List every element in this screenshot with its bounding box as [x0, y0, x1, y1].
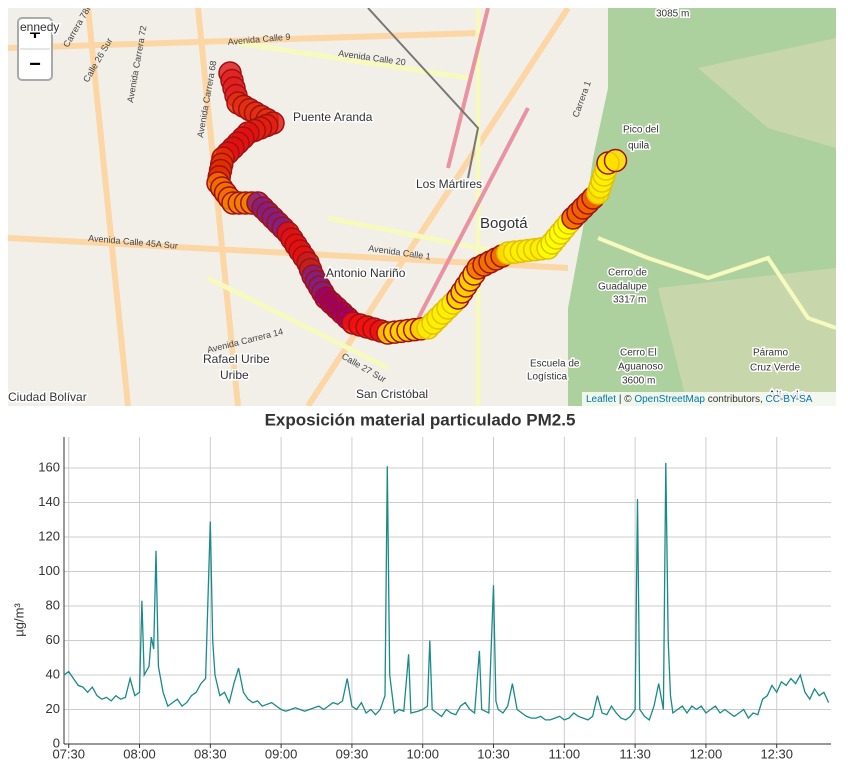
y-tick-label: 60: [46, 632, 60, 647]
chart-title: Exposición material particulado PM2.5: [265, 410, 576, 429]
chart: Exposición material particulado PM2.5 µg…: [11, 410, 831, 761]
place-label: 3600 m: [622, 376, 655, 387]
place-label: Páramo: [753, 348, 788, 359]
highway: [446, 8, 490, 169]
place-label: Escuela de: [530, 359, 580, 370]
zoom-control: + −: [17, 17, 53, 81]
x-tick-label: 11:30: [619, 746, 651, 761]
place-label: 3085 m: [656, 9, 689, 20]
x-tick-label: 10:30: [477, 746, 510, 761]
y-tick-label: 100: [38, 563, 60, 578]
place-label: Guadalupe: [598, 282, 647, 293]
road: [8, 30, 479, 51]
x-tick-label: 09:30: [336, 746, 369, 761]
place-label: Aguanoso: [618, 362, 663, 373]
road: [237, 40, 469, 81]
highway: [406, 107, 530, 339]
attribution-link[interactable]: Leaflet: [586, 394, 616, 405]
y-tick-label: 20: [46, 701, 60, 716]
x-tick-label: 07:30: [52, 746, 85, 761]
x-tick-label: 12:30: [760, 746, 793, 761]
place-label: Uribe: [220, 368, 249, 382]
attribution-box: [582, 392, 836, 406]
y-tick-label: 120: [38, 528, 60, 543]
y-tick-label: 80: [46, 597, 60, 612]
place-label: Rafael Uribe: [203, 352, 270, 366]
place-label: Cerro El: [620, 348, 657, 359]
x-tick-label: 10:00: [406, 746, 439, 761]
place-label: ennedy: [20, 20, 59, 34]
road: [305, 8, 571, 406]
map: + − ennedy Puente Aranda Los Mártires Bogot…: [8, 8, 836, 406]
x-tick-label: 11:00: [549, 746, 581, 761]
attribution-text: contributors,: [708, 394, 763, 405]
x-tick-label: 08:00: [123, 746, 156, 761]
place-label: Pico del: [623, 125, 659, 136]
railway: [367, 8, 480, 179]
x-tick-label: 08:30: [194, 746, 227, 761]
place-label: 3317 m: [613, 295, 646, 306]
place-label: Cerro de: [608, 268, 647, 279]
route: [206, 61, 628, 345]
zoom-out[interactable]: −: [29, 53, 41, 75]
y-tick-label: 40: [46, 666, 60, 681]
y-tick-label: 160: [38, 459, 60, 474]
attribution-link[interactable]: CC-BY-SA: [766, 394, 813, 405]
road: [195, 8, 241, 406]
attribution: Leaflet | © OpenStreetMap contributors, …: [586, 394, 813, 405]
attribution-text: | ©: [619, 394, 632, 405]
scrub: [658, 268, 836, 406]
place-label: Logística: [527, 372, 567, 383]
road: [206, 275, 390, 371]
road: [597, 236, 836, 330]
zoom-in[interactable]: +: [29, 22, 41, 44]
x-tick-label: 09:00: [265, 746, 298, 761]
route-point: [603, 148, 628, 173]
y-tick-label: 140: [38, 494, 60, 509]
scrub: [698, 38, 836, 148]
place-label: San Cristóbal: [356, 387, 428, 401]
place-label: Antonio Nariño: [326, 266, 406, 280]
place-label: Los Mártires: [416, 177, 482, 191]
place-label: Cruz Verde: [750, 363, 800, 374]
road: [85, 8, 131, 406]
y-axis-label: µg/m³: [11, 603, 26, 637]
place-label: Ciudad Bolívar: [8, 390, 87, 404]
data-line: [63, 462, 830, 721]
place-label: Puente Aranda: [293, 110, 373, 124]
y-tick-label: 0: [53, 735, 60, 750]
place-label: quila: [628, 141, 650, 152]
place-label: Bogotá: [480, 215, 528, 232]
attribution-link[interactable]: OpenStreetMap: [634, 394, 705, 405]
x-tick-label: 12:00: [690, 746, 723, 761]
highways: [406, 8, 530, 339]
